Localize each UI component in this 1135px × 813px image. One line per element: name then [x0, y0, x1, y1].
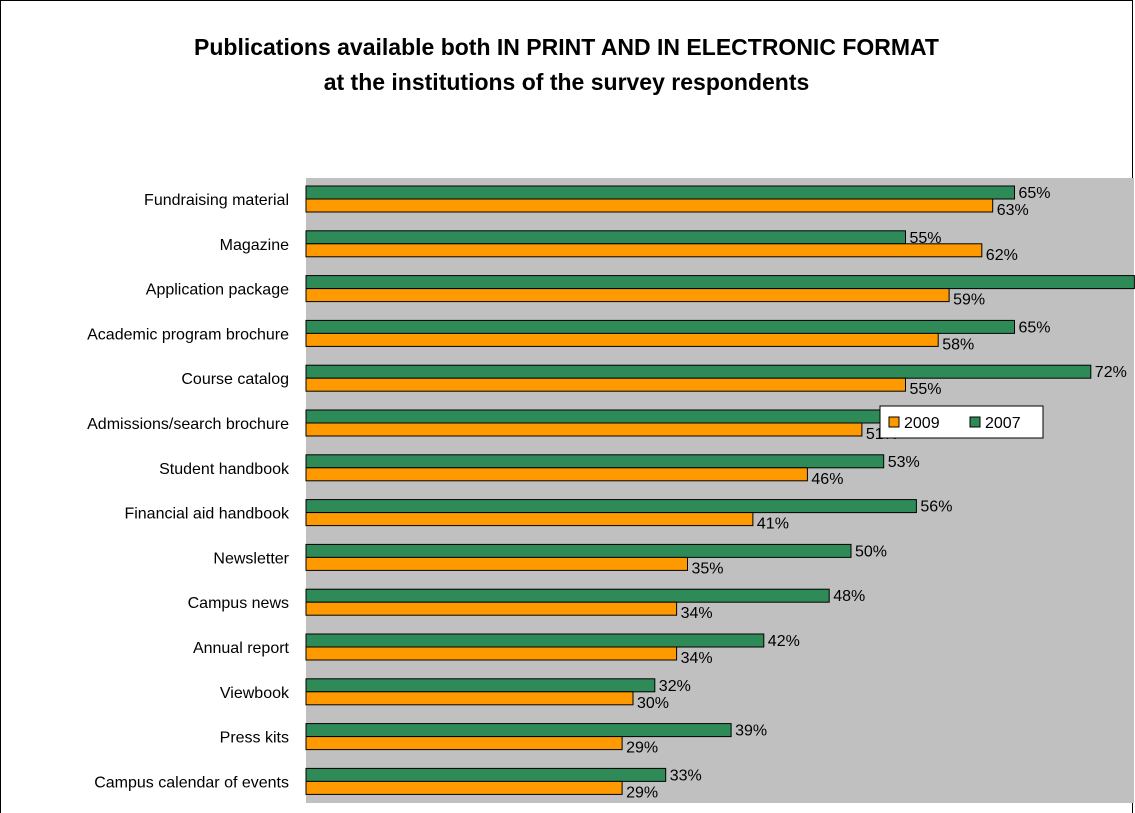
bar-2007-viewbook [305, 678, 656, 693]
bar-2007-campus-calendar-of-events [305, 767, 667, 782]
bar-2007-fundraising-material [305, 185, 1015, 200]
category-label-viewbook: Viewbook [220, 685, 290, 702]
bar-2009-viewbook [305, 691, 634, 706]
value-label-2009-magazine: 62% [986, 247, 1018, 264]
category-label-campus-calendar-of-events: Campus calendar of events [94, 774, 289, 791]
legend-swatch-2007 [969, 416, 981, 428]
category-label-newsletter: Newsletter [213, 550, 289, 567]
bar-2009-press-kits [305, 736, 623, 751]
bar-2007-magazine [305, 230, 906, 245]
value-label-2007-fundraising-material: 65% [1019, 185, 1051, 202]
bar-2009-annual-report [305, 646, 678, 661]
category-label-campus-news: Campus news [188, 595, 289, 612]
value-label-2009-fundraising-material: 63% [997, 202, 1029, 219]
value-label-2007-student-handbook: 53% [888, 454, 920, 471]
bar-2007-newsletter [305, 543, 852, 558]
category-label-application-package: Application package [146, 282, 289, 299]
bar-2009-student-handbook [305, 467, 808, 482]
chart-title-line-2: at the institutions of the survey respon… [323, 69, 810, 95]
bar-2007-campus-news [305, 588, 830, 603]
bar-2007-application-package [305, 275, 1135, 290]
value-label-2009-course-catalog: 55% [910, 381, 942, 398]
legend-label-2009: 2009 [904, 415, 940, 432]
bar-2009-admissions-search-brochure [305, 422, 863, 437]
value-label-2009-financial-aid-handbook: 41% [757, 516, 789, 533]
bar-2009-application-package [305, 288, 950, 303]
value-label-2009-newsletter: 35% [692, 560, 724, 577]
bar-2009-magazine [305, 243, 983, 258]
bar-2007-academic-program-brochure [305, 319, 1015, 334]
bar-2007-course-catalog [305, 364, 1092, 379]
category-label-fundraising-material: Fundraising material [144, 192, 289, 209]
bar-2009-financial-aid-handbook [305, 512, 754, 527]
bar-2007-student-handbook [305, 454, 885, 469]
bar-2009-course-catalog [305, 377, 906, 392]
value-label-2007-press-kits: 39% [735, 723, 767, 740]
value-label-2009-student-handbook: 46% [811, 471, 843, 488]
legend-box [879, 405, 1044, 439]
bar-2009-newsletter [305, 556, 688, 571]
value-label-2007-campus-calendar-of-events: 33% [670, 767, 702, 784]
value-label-2009-annual-report: 34% [681, 650, 713, 667]
value-label-2007-campus-news: 48% [833, 588, 865, 605]
chart-title: Publications available both IN PRINT AND… [0, 30, 1133, 100]
bar-2007-annual-report [305, 633, 765, 648]
value-label-2009-application-package: 59% [953, 292, 985, 309]
value-label-2007-course-catalog: 72% [1095, 364, 1127, 381]
category-label-annual-report: Annual report [193, 640, 290, 657]
value-label-2007-academic-program-brochure: 65% [1019, 319, 1051, 336]
legend-label-2007: 2007 [985, 415, 1021, 432]
category-label-press-kits: Press kits [220, 730, 289, 747]
value-label-2007-annual-report: 42% [768, 633, 800, 650]
category-label-student-handbook: Student handbook [159, 461, 290, 478]
category-label-academic-program-brochure: Academic program brochure [87, 326, 289, 343]
value-label-2007-newsletter: 50% [855, 543, 887, 560]
value-label-2009-academic-program-brochure: 58% [942, 336, 974, 353]
plot-area [306, 178, 1134, 803]
value-label-2007-magazine: 55% [910, 230, 942, 247]
bar-2009-academic-program-brochure [305, 332, 939, 347]
category-label-course-catalog: Course catalog [181, 371, 289, 388]
bar-2007-press-kits [305, 723, 732, 738]
value-label-2009-campus-calendar-of-events: 29% [626, 784, 658, 801]
bar-2007-financial-aid-handbook [305, 499, 917, 514]
bar-2009-campus-news [305, 601, 678, 616]
value-label-2009-viewbook: 30% [637, 695, 669, 712]
category-label-financial-aid-handbook: Financial aid handbook [124, 506, 290, 523]
category-label-admissions-search-brochure: Admissions/search brochure [87, 416, 289, 433]
chart-title-line-1: Publications available both IN PRINT AND… [194, 34, 939, 60]
bar-2009-campus-calendar-of-events [305, 780, 623, 795]
bars-layer [305, 185, 1135, 795]
value-label-2009-campus-news: 34% [681, 605, 713, 622]
legend-swatch-2009 [888, 416, 900, 428]
legend: 2009 2007 [879, 405, 1044, 439]
category-label-magazine: Magazine [220, 237, 289, 254]
bar-2009-fundraising-material [305, 198, 994, 213]
value-label-2007-viewbook: 32% [659, 678, 691, 695]
value-label-2009-press-kits: 29% [626, 740, 658, 757]
value-label-2007-financial-aid-handbook: 56% [920, 499, 952, 516]
